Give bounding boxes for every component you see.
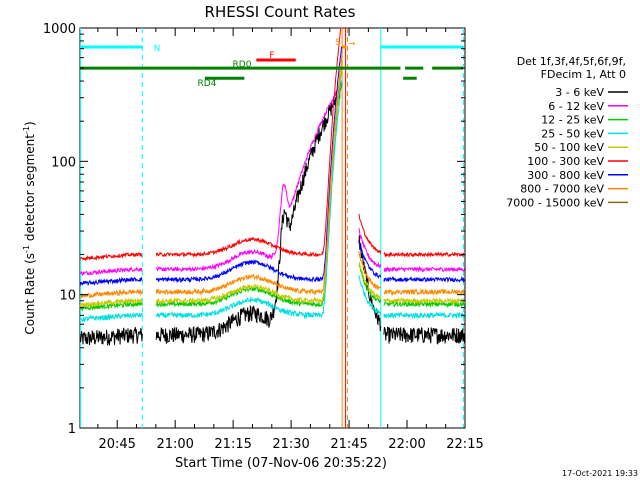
- flag-label-n: N: [154, 44, 161, 54]
- chart-title: RHESSI Count Rates: [205, 3, 356, 21]
- series-line: [79, 68, 466, 312]
- plot-frame: [79, 27, 466, 429]
- series-line: [79, 80, 466, 276]
- x-tick-label: 21:45: [330, 437, 367, 452]
- x-tick-label: 21:00: [156, 437, 193, 452]
- y-tick-label: 1000: [43, 22, 76, 37]
- legend-label: 12 - 25 keV: [541, 114, 604, 127]
- y-tick-label: 1: [68, 422, 76, 437]
- footer-date: 17-Oct-2021 19:33: [562, 469, 638, 478]
- y-axis-label: Count Rate (s-1 detector segment-1): [22, 121, 37, 334]
- series-line: [79, 65, 466, 309]
- legend-label: 3 - 6 keV: [555, 86, 604, 99]
- series-line: [79, 80, 466, 323]
- legend-header-2: FDecim 1, Att 0: [541, 68, 626, 81]
- y-axis-label-end: ): [23, 121, 37, 126]
- x-tick-label: 22:00: [388, 437, 425, 452]
- plot-area: N S F RD0 RD4 → 1 10 100 1000 20:45 21:00 21:15 21:30…: [43, 22, 484, 452]
- series-line: [79, 83, 466, 346]
- series-line: [79, 46, 466, 287]
- legend-label: 7000 - 15000 keV: [506, 196, 604, 209]
- flag-label-s: S: [335, 38, 341, 48]
- y-axis-label-main: Count Rate (s: [23, 253, 37, 335]
- legend-label: 50 - 100 keV: [534, 141, 604, 154]
- y-tick-label: 10: [59, 289, 76, 304]
- series-line: [79, 27, 465, 262]
- y-axis-label-sup2: -1: [22, 126, 31, 134]
- legend-label: 6 - 12 keV: [548, 100, 604, 113]
- legend-label: 100 - 300 keV: [527, 155, 604, 168]
- legend-label: 300 - 800 keV: [527, 169, 604, 182]
- y-axis-label-tail: detector segment: [23, 134, 37, 245]
- flag-s-arrow: →: [349, 39, 356, 48]
- x-axis-label: Start Time (07-Nov-06 20:35:22): [175, 456, 387, 471]
- y-axis-label-sup: -1: [22, 245, 31, 253]
- legend-label: 25 - 50 keV: [541, 127, 604, 140]
- legend-header-1: Det 1f,3f,4f,5f,6f,9f,: [517, 55, 626, 68]
- flag-label-rd0: RD0: [233, 60, 252, 70]
- series-line: [80, 55, 465, 299]
- x-tick-label: 21:15: [214, 437, 251, 452]
- x-tick-label: 20:45: [98, 437, 135, 452]
- y-tick-label: 100: [51, 155, 76, 170]
- x-tick-label: 21:30: [272, 437, 309, 452]
- flag-label-rd4: RD4: [198, 79, 217, 89]
- flag-label-f: F: [269, 51, 274, 61]
- legend-label: 800 - 7000 keV: [520, 183, 604, 196]
- x-tick-label: 22:15: [446, 437, 483, 452]
